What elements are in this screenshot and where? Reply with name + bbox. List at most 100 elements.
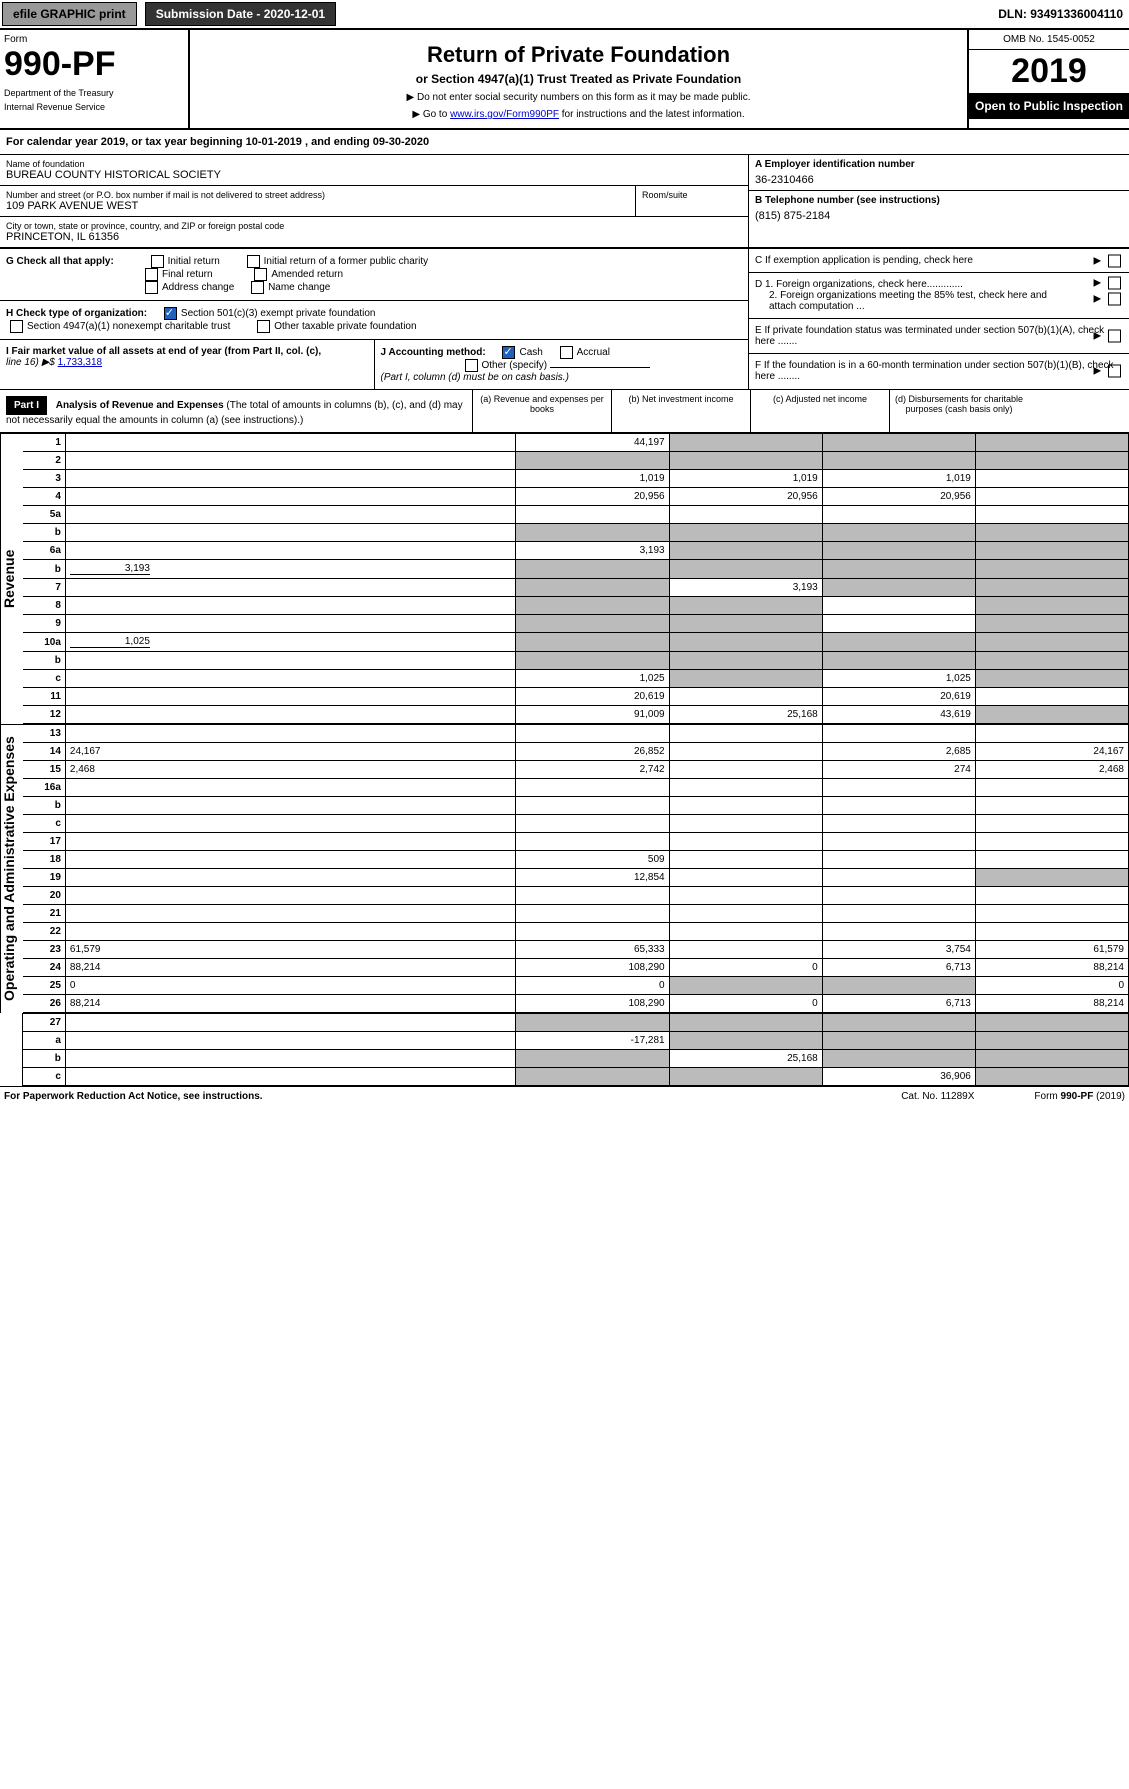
- table-row: 6a3,193: [23, 542, 1129, 560]
- amt-col-c: [822, 597, 975, 615]
- amt-col-b: [669, 977, 822, 995]
- line-number: 25: [23, 977, 65, 995]
- amt-col-c: 3,754: [822, 941, 975, 959]
- table-row: 1424,16726,8522,68524,167: [23, 743, 1129, 761]
- efile-print-button[interactable]: efile GRAPHIC print: [2, 2, 137, 26]
- amt-col-a: [516, 652, 669, 670]
- amt-col-a: [516, 1014, 669, 1032]
- line-desc: [65, 688, 516, 706]
- subtract-table: 27a-17,281b25,168c36,906: [23, 1013, 1129, 1086]
- city-cell: City or town, state or province, country…: [0, 217, 748, 247]
- line-number: 5a: [23, 506, 65, 524]
- expenses-section: Operating and Administrative Expenses 13…: [0, 724, 1129, 1013]
- line-desc: [65, 1068, 516, 1086]
- line-desc: [65, 923, 516, 941]
- line-desc: [65, 779, 516, 797]
- d1-checkbox[interactable]: [1108, 277, 1121, 290]
- table-row: 2488,214108,29006,71388,214: [23, 959, 1129, 977]
- line-desc: [65, 579, 516, 597]
- line-number: 27: [23, 1014, 65, 1032]
- line-number: c: [23, 1068, 65, 1086]
- amt-col-d: [975, 851, 1128, 869]
- cat-number: Cat. No. 11289X: [901, 1091, 974, 1102]
- line-number: 7: [23, 579, 65, 597]
- c-checkbox[interactable]: [1108, 254, 1121, 267]
- line-number: 24: [23, 959, 65, 977]
- amt-col-a: 108,290: [516, 959, 669, 977]
- line-number: 10a: [23, 633, 65, 652]
- table-row: 1912,854: [23, 869, 1129, 887]
- amt-col-a: 20,619: [516, 688, 669, 706]
- subtract-section: 27a-17,281b25,168c36,906: [0, 1013, 1129, 1086]
- amt-col-b: [669, 688, 822, 706]
- amt-col-d: 2,468: [975, 761, 1128, 779]
- table-row: 20: [23, 887, 1129, 905]
- 501c3-checkbox[interactable]: [164, 307, 177, 320]
- amt-col-a: 65,333: [516, 941, 669, 959]
- amt-col-c: 6,713: [822, 995, 975, 1013]
- table-row: 144,197: [23, 434, 1129, 452]
- accrual-checkbox[interactable]: [560, 346, 573, 359]
- table-row: 73,193: [23, 579, 1129, 597]
- amt-col-c: [822, 652, 975, 670]
- amt-col-a: -17,281: [516, 1032, 669, 1050]
- amt-col-b: [669, 833, 822, 851]
- final-return-checkbox[interactable]: [145, 268, 158, 281]
- initial-former-checkbox[interactable]: [247, 255, 260, 268]
- line-number: 4: [23, 488, 65, 506]
- e-checkbox[interactable]: [1108, 330, 1121, 343]
- submission-date-button[interactable]: Submission Date - 2020-12-01: [145, 2, 336, 26]
- cash-checkbox[interactable]: [502, 346, 515, 359]
- table-row: 17: [23, 833, 1129, 851]
- table-row: 22: [23, 923, 1129, 941]
- form-header-center: Return of Private Foundation or Section …: [190, 30, 967, 128]
- line-desc: [65, 542, 516, 560]
- amt-col-c: 274: [822, 761, 975, 779]
- table-row: c1,0251,025: [23, 670, 1129, 688]
- line-desc: 88,214: [65, 995, 516, 1013]
- amt-col-a: 3,193: [516, 542, 669, 560]
- other-accounting-checkbox[interactable]: [465, 359, 478, 372]
- initial-return-checkbox[interactable]: [151, 255, 164, 268]
- address-change-checkbox[interactable]: [145, 281, 158, 294]
- other-taxable-checkbox[interactable]: [257, 320, 270, 333]
- amt-col-b: 1,019: [669, 470, 822, 488]
- amt-col-a: [516, 452, 669, 470]
- amt-col-c: [822, 560, 975, 579]
- amt-col-c: [822, 815, 975, 833]
- e-terminated-item: E If private foundation status was termi…: [749, 319, 1129, 354]
- table-row: b: [23, 797, 1129, 815]
- table-row: b 3,193: [23, 560, 1129, 579]
- name-change-checkbox[interactable]: [251, 281, 264, 294]
- line-number: 8: [23, 597, 65, 615]
- fmv-value-link[interactable]: 1,733,318: [58, 357, 103, 368]
- amt-col-d: [975, 524, 1128, 542]
- table-row: 18509: [23, 851, 1129, 869]
- f-checkbox[interactable]: [1108, 365, 1121, 378]
- amt-col-d: 0: [975, 977, 1128, 995]
- table-row: c: [23, 815, 1129, 833]
- amt-col-b: [669, 1032, 822, 1050]
- form-number: 990-PF: [4, 45, 184, 84]
- ssn-note: ▶ Do not enter social security numbers o…: [198, 92, 959, 103]
- form990pf-link[interactable]: www.irs.gov/Form990PF: [450, 109, 559, 120]
- 4947a1-checkbox[interactable]: [10, 320, 23, 333]
- line-number: 3: [23, 470, 65, 488]
- line-desc: 24,167: [65, 743, 516, 761]
- ein-cell: A Employer identification number 36-2310…: [749, 155, 1129, 191]
- line-number: 18: [23, 851, 65, 869]
- line-desc: [65, 670, 516, 688]
- amt-col-c: 20,619: [822, 688, 975, 706]
- amt-col-d: [975, 452, 1128, 470]
- amt-col-b: [669, 815, 822, 833]
- amt-col-c: [822, 1032, 975, 1050]
- amt-col-a: [516, 615, 669, 633]
- amt-col-a: [516, 779, 669, 797]
- amt-col-a: [516, 815, 669, 833]
- d2-checkbox[interactable]: [1108, 293, 1121, 306]
- amended-return-checkbox[interactable]: [254, 268, 267, 281]
- amt-col-d: [975, 542, 1128, 560]
- amt-col-c: 2,685: [822, 743, 975, 761]
- amt-col-c: [822, 633, 975, 652]
- amt-col-d: [975, 615, 1128, 633]
